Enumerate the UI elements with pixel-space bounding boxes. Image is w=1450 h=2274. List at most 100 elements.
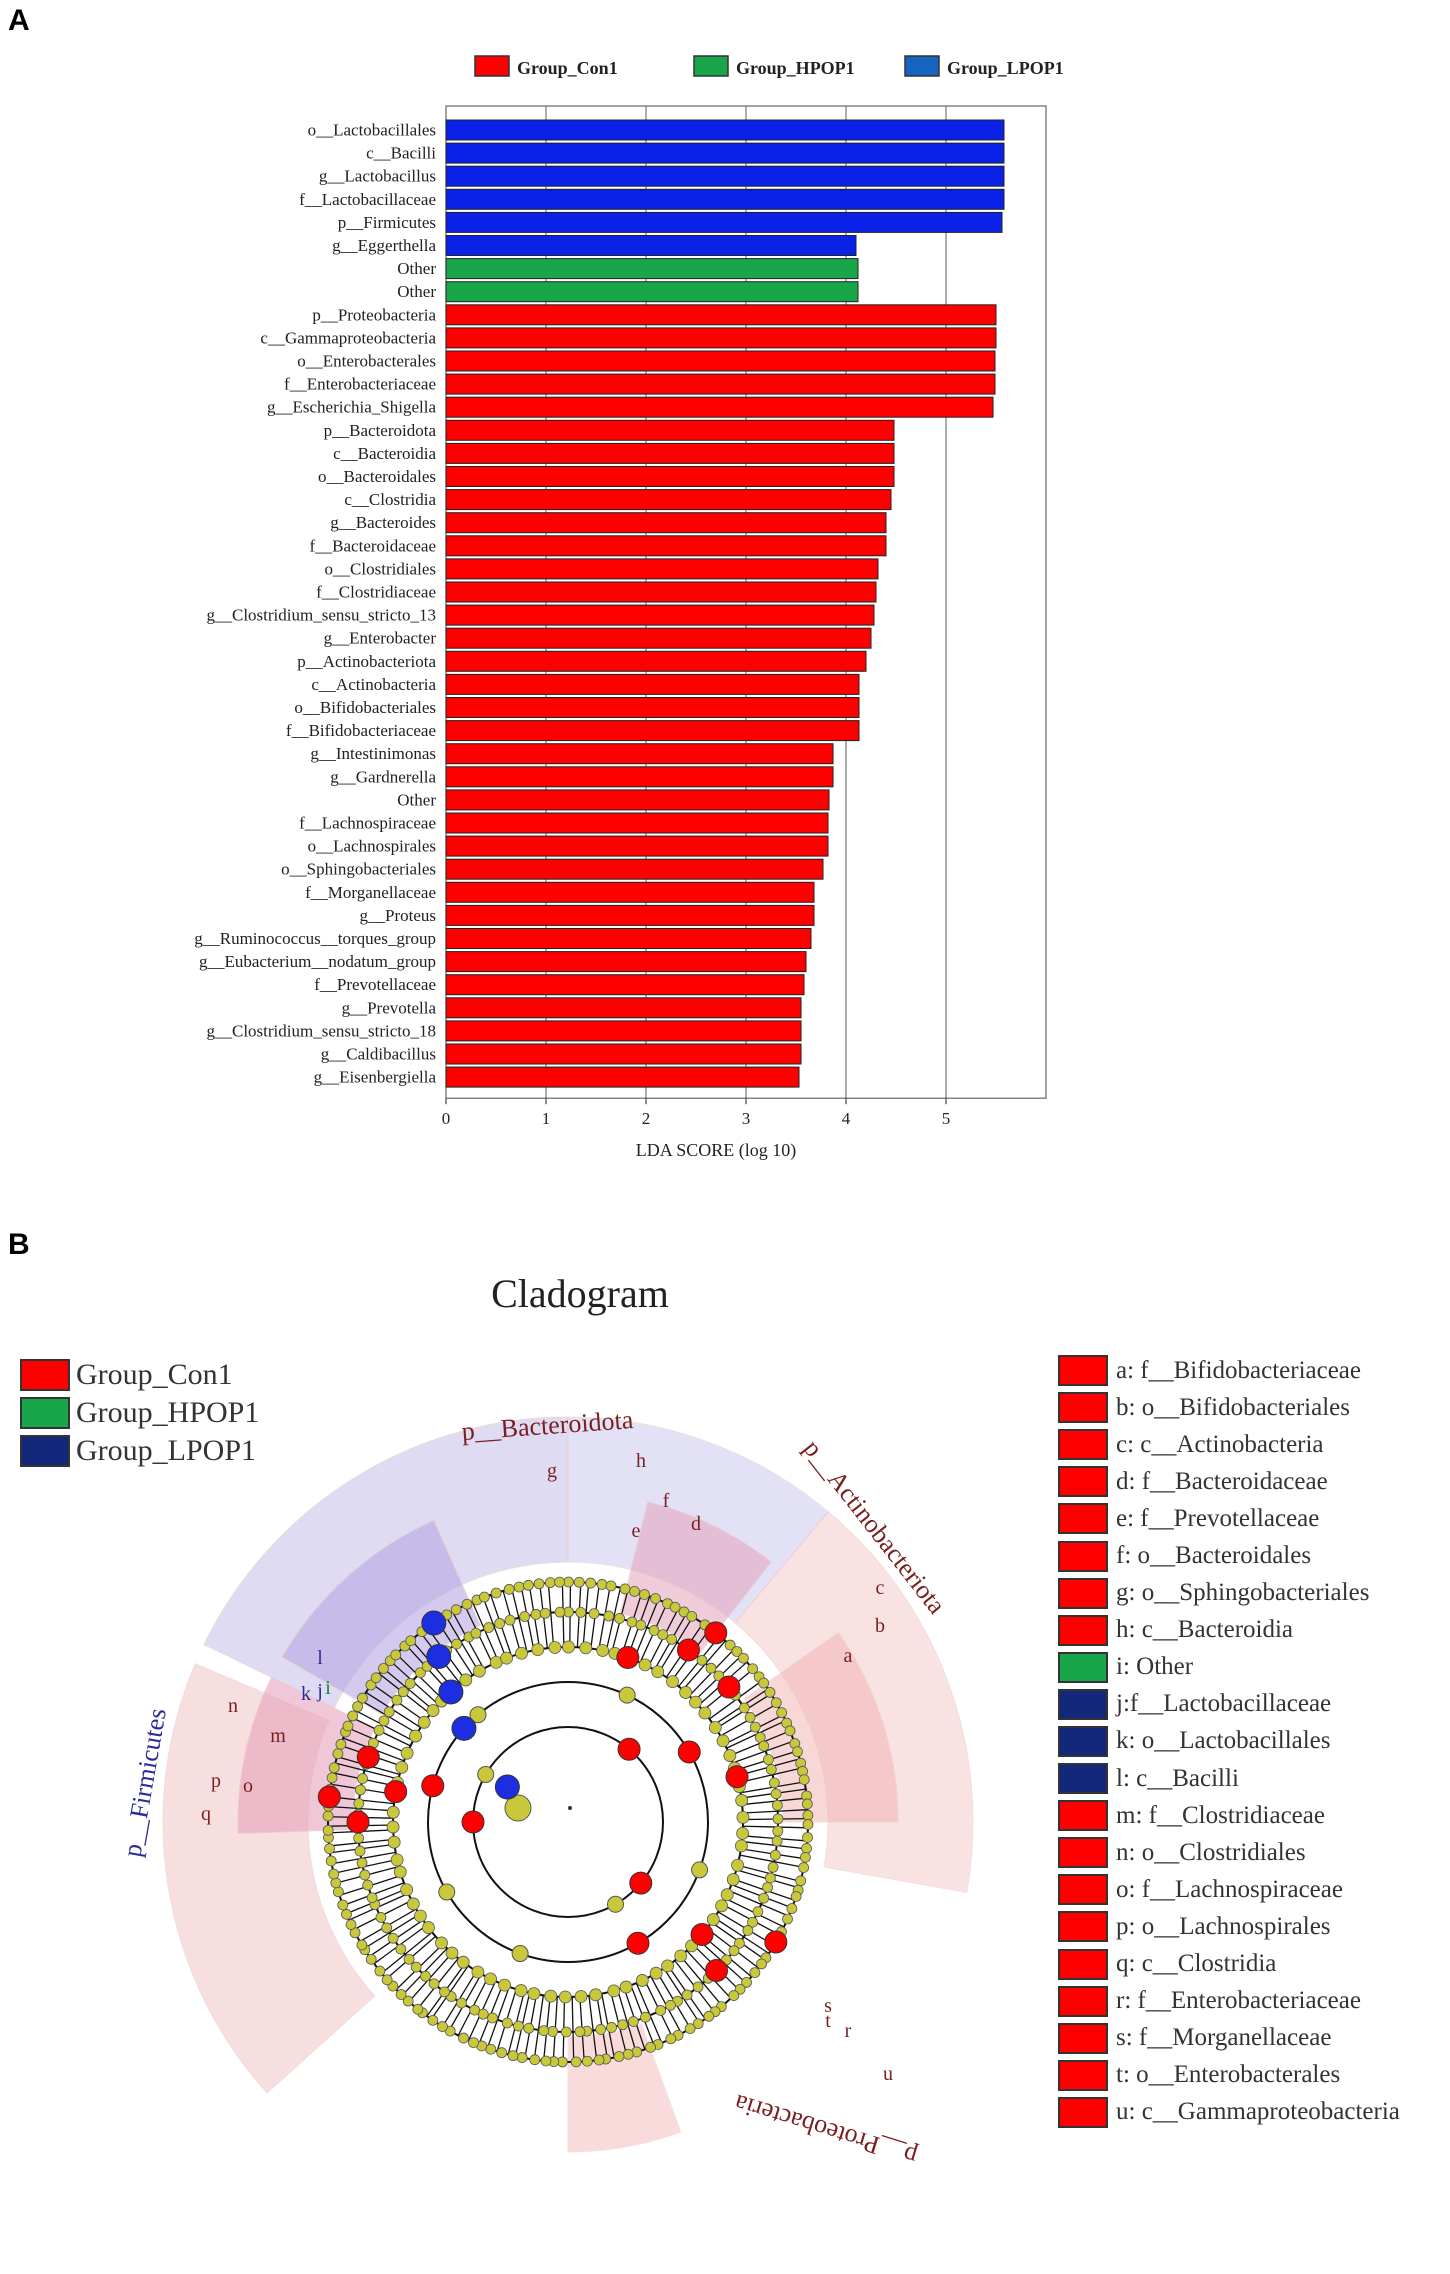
tree-node-0-34 [802, 1809, 814, 1821]
code-legend-item-3: d: f__Bacteroidaceae [1058, 1463, 1400, 1500]
shade-gammaproteobacteria [567, 2023, 682, 2153]
bar-label-35: g__Ruminococcus__torques_group [194, 929, 436, 948]
tree-node-1-9 [666, 1633, 678, 1645]
code-legend-item-13: n: o__Clostridiales [1058, 1834, 1400, 1871]
code-legend-item-19: t: o__Enterobacterales [1058, 2057, 1400, 2094]
cladogram-legend-swatch [20, 1359, 70, 1391]
tree-node-2-46 [413, 1909, 427, 1923]
tree-node-0-37 [801, 1843, 812, 1854]
bar-label-6: Other [397, 259, 436, 278]
tree-node-0-109 [326, 1772, 338, 1784]
letter-marker-e: e [632, 1520, 641, 1542]
tree-node-0-130 [461, 1598, 473, 1610]
letter-marker-o: o [243, 1775, 253, 1797]
tree-node-2-33 [589, 1988, 603, 2002]
tree-node-1-77 [362, 1879, 374, 1891]
tree-node-2-58 [409, 1729, 422, 1743]
tree-node-0-102 [324, 1843, 335, 1855]
tree-node-0-89 [381, 1974, 393, 1986]
tree-node-0-5 [619, 1583, 631, 1595]
tree-node-0-23 [770, 1697, 782, 1709]
tree-node-1-100 [451, 1638, 463, 1650]
tree-node-2-5 [638, 1658, 652, 1672]
tree-ring-1 [427, 1681, 709, 1963]
code-legend-label: c: c__Actinobacteria [1116, 1430, 1324, 1458]
tree-branch-83 [486, 1986, 510, 2049]
tree-node-2-37 [527, 1987, 541, 2001]
tree-node-2-13 [723, 1749, 737, 1762]
tree-node-1-17 [738, 1702, 750, 1714]
tree-node-0-56 [703, 2010, 715, 2022]
tree-branch-144 [511, 1588, 528, 1653]
tree-node-1-84 [353, 1798, 365, 1809]
x-axis-label: LDA SCORE (log 10) [636, 1140, 797, 1161]
biomarker-node-con-2 [461, 1810, 485, 1834]
tree-inner-node-2 [511, 1945, 529, 1963]
tree-branch-58 [679, 1955, 723, 2007]
cladogram-legend-label: Group_HPOP1 [76, 1396, 260, 1429]
bar-21-g-clostridium-sensu-stricto-13 [445, 604, 875, 626]
tree-node-1-63 [469, 2004, 481, 2016]
tree-node-1-105 [504, 1614, 516, 1626]
clade-label-proteobacteria: p__Proteobacteria [730, 2088, 920, 2171]
tree-node-1-30 [769, 1849, 781, 1861]
tree-node-1-59 [513, 2020, 524, 2032]
bar-label-8: p__Proteobacteria [312, 305, 436, 324]
tree-node-0-6 [629, 1585, 640, 1597]
bar-23-p-actinobacteriota [445, 650, 867, 672]
tree-branch-74 [571, 1996, 575, 2062]
tree-node-0-83 [427, 2014, 439, 2026]
tree-node-1-31 [767, 1861, 779, 1873]
tree-node-0-99 [330, 1877, 342, 1889]
tree-node-0-86 [402, 1995, 414, 2007]
tree-node-1-76 [366, 1892, 378, 1904]
tree-node-1-33 [762, 1881, 773, 1893]
tree-node-2-35 [558, 1990, 572, 2004]
tree-node-2-29 [649, 1966, 663, 1980]
bar-label-2: g__Lactobacillus [319, 167, 436, 186]
cladogram-legend-item-group-con1: Group_Con1 [20, 1356, 259, 1394]
bar-17-g-bacteroides [445, 512, 887, 534]
code-legend-swatch [1058, 1911, 1108, 1943]
tree-node-2-48 [400, 1883, 414, 1897]
biomarker-node-con-8 [690, 1922, 714, 1946]
tree-node-2-32 [607, 1984, 621, 1998]
code-legend-label: i: Other [1116, 1653, 1194, 1681]
tree-node-1-28 [772, 1825, 784, 1837]
cladogram-legend-label: Group_LPOP1 [76, 1434, 257, 1467]
tree-node-2-60 [426, 1704, 440, 1717]
tree-node-0-79 [468, 2037, 479, 2049]
tree-node-1-29 [771, 1835, 783, 1847]
letter-marker-i: i [325, 1677, 331, 1699]
tree-node-1-71 [395, 1943, 407, 1955]
tree-node-0-87 [395, 1989, 407, 2000]
tree-node-1-108 [539, 1607, 551, 1619]
letter-marker-p: p [211, 1770, 221, 1792]
tree-node-0-64 [622, 2048, 634, 2060]
tree-node-2-63 [459, 1673, 473, 1687]
tree-node-0-105 [322, 1810, 334, 1822]
tree-branch-36 [742, 1809, 808, 1814]
bar-34-g-proteus [445, 904, 815, 926]
tree-node-0-97 [337, 1899, 349, 1911]
tree-branch-129 [383, 1667, 434, 1711]
tree-node-2-19 [734, 1839, 748, 1853]
code-legend-item-9: j:f__Lactobacillaceae [1058, 1686, 1400, 1723]
biomarker-node-con-4 [626, 1931, 650, 1955]
tree-node-0-7 [639, 1589, 650, 1600]
tree-node-2-8 [679, 1686, 693, 1699]
tree-branch-96 [381, 1931, 433, 1974]
bar-label-20: f__Clostridiaceae [316, 583, 436, 602]
tree-node-0-134 [503, 1583, 515, 1595]
legend-label-group-lpop1: Group_LPOP1 [947, 58, 1064, 78]
bar-1-c-bacilli [445, 142, 1005, 164]
tree-branch-17 [682, 1640, 726, 1691]
tree-node-0-58 [684, 2023, 696, 2035]
tree-node-1-85 [355, 1784, 366, 1796]
tree-node-2-43 [445, 1946, 459, 1960]
tree-branch-114 [328, 1805, 394, 1812]
tree-node-1-48 [640, 2011, 651, 2023]
bar-26-f-bifidobacteriaceae [445, 720, 860, 742]
tree-node-2-52 [386, 1820, 400, 1834]
bar-label-39: g__Clostridium_sensu_stricto_18 [207, 1021, 437, 1040]
